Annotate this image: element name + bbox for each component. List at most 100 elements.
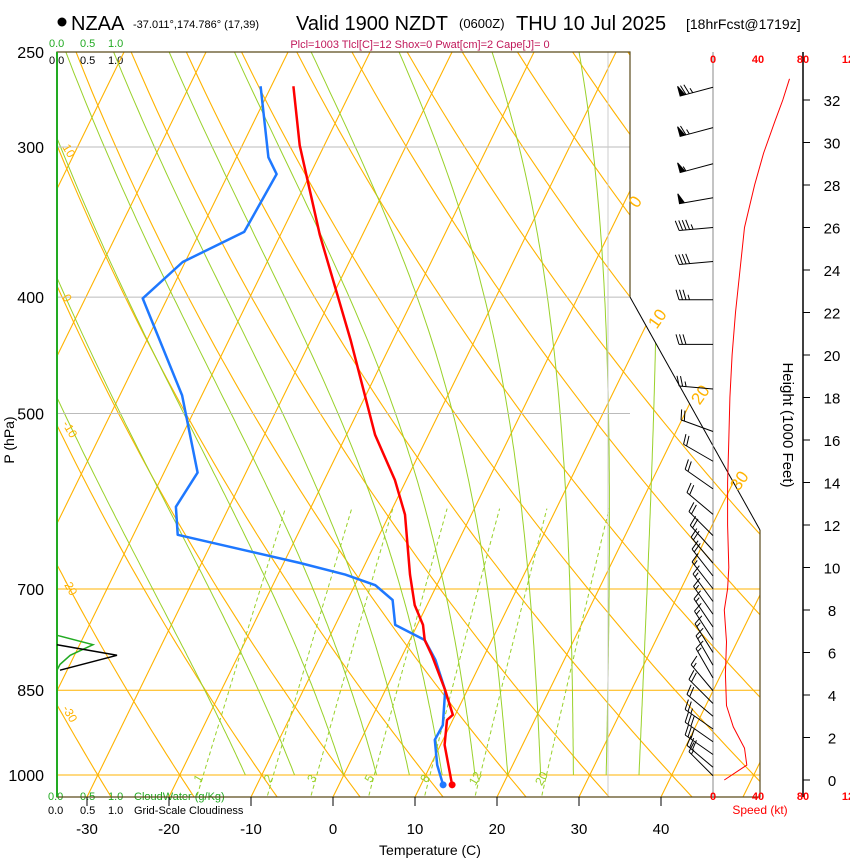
mixing-ratio-line [474, 508, 548, 796]
speed-tick-label: 40 [752, 54, 764, 66]
moist-adiabat-line [57, 52, 246, 776]
height-tick-label: 28 [824, 178, 841, 195]
isotherm-line [656, 52, 760, 797]
mixing-ratio-line [267, 508, 353, 796]
moist-adiabat-line [574, 52, 610, 775]
wind-barb [688, 670, 714, 704]
height-axis-title: Height (1000 Feet) [779, 362, 796, 487]
speed-axis-title: Speed (kt) [732, 803, 787, 817]
wind-speed-line [723, 78, 790, 781]
wind-barb [686, 482, 714, 515]
wind-panel [674, 78, 790, 781]
dry-adiabat-line [57, 52, 451, 797]
stability-indices: Plcl=1003 Tlcl[C]=12 Shox=0 Pwat[cm]=2 C… [290, 39, 549, 51]
moist-adiabat-line [300, 52, 509, 776]
dry-adiabat-line [121, 52, 618, 797]
height-tick-label: 18 [824, 391, 841, 408]
theta-label: 0 [59, 292, 75, 305]
inner-plot [57, 52, 630, 797]
mixing-ratio-line [196, 508, 286, 796]
wind-barb [684, 699, 714, 730]
isotherm-line [57, 52, 136, 797]
dry-adiabat-line [57, 52, 117, 797]
utc-time: (0600Z) [459, 16, 505, 31]
height-tick-label: 24 [824, 263, 841, 280]
isotherm-label: 30 [726, 468, 752, 494]
surface-dewpoint-marker [439, 781, 447, 789]
station-coords: -37.011°,174.786° (17,39) [133, 19, 259, 31]
isotherm-line [82, 52, 464, 797]
wind-barb [694, 615, 714, 653]
wind-barb [677, 84, 714, 97]
profiles [56, 86, 456, 789]
temp-tick-label: -20 [158, 821, 180, 838]
height-tick-label: 30 [824, 136, 841, 153]
pressure-tick-label: 300 [17, 140, 44, 157]
dry-adiabat-line [667, 52, 760, 797]
dry-adiabat-line [285, 52, 760, 797]
temperature-line [292, 86, 455, 786]
wind-barb [693, 590, 714, 628]
cloudiness-tick: 0.0 [48, 805, 63, 817]
wind-barb [674, 253, 714, 265]
dry-adiabat-line [612, 52, 760, 797]
dry-adiabat-line [57, 52, 367, 797]
moist-adiabat-line [224, 52, 476, 776]
isotherm-label: 20 [687, 382, 713, 408]
dry-adiabat-line [57, 52, 284, 797]
cloudiness-tick: 0.5 [80, 55, 95, 67]
wind-barb [676, 375, 714, 390]
wind-panel-boundary [629, 296, 761, 531]
mixing-ratio-line [368, 508, 448, 796]
theta-label: -30 [59, 703, 80, 725]
height-tick-label: 2 [828, 731, 836, 748]
pressure-tick-label: 400 [17, 290, 44, 307]
temp-tick-label: -10 [240, 821, 262, 838]
height-tick-label: 0 [828, 773, 836, 790]
speed-tick-label: 80 [797, 54, 809, 66]
temp-tick-label: -30 [76, 821, 98, 838]
cloudwater-tick: 0.0 [48, 791, 63, 803]
dewpoint-line [141, 86, 447, 786]
height-tick-label: 16 [824, 433, 841, 450]
speed-tick-label: 80 [797, 791, 809, 803]
wind-barb [689, 516, 714, 551]
height-tick-label: 10 [824, 561, 841, 578]
wind-barb [695, 640, 714, 679]
pressure-tick-label: 850 [17, 683, 44, 700]
dry-adiabat-line [394, 52, 760, 797]
speed-tick-label: 12 [842, 54, 850, 66]
mixing-ratio-label: 12 [466, 769, 485, 788]
isotherm-label: 0 [625, 193, 646, 212]
isotherm-line [164, 52, 546, 797]
cloudiness-tick: 0.5 [80, 805, 95, 817]
speed-tick-label: 0 [710, 791, 716, 803]
height-tick-label: 26 [824, 221, 841, 238]
height-tick-label: 20 [824, 348, 841, 365]
isotherm-line [492, 52, 760, 797]
isotherm-line [574, 52, 760, 797]
station-dot-icon [57, 17, 67, 27]
height-tick-label: 14 [824, 476, 841, 493]
pressure-tick-label: 1000 [8, 768, 44, 785]
wind-barb [680, 409, 714, 432]
theta-label: 10 [59, 142, 78, 161]
cloudwater-line [56, 634, 96, 671]
cloudwater-tick: 0.0 [49, 38, 64, 50]
cloudiness-line [56, 643, 118, 671]
wind-barb [686, 735, 714, 768]
temp-tick-label: 0 [329, 821, 337, 838]
cloudwater-scale-bottom: 0.0 0.5 1.0 CloudWater (g/Kg) 0.0 0.5 1.… [48, 791, 244, 817]
forecast-info: [18hrFcst@1719z] [686, 16, 801, 32]
dry-adiabat-line [448, 52, 760, 797]
wind-barb [677, 193, 714, 205]
x-axis-title: Temperature (C) [379, 842, 481, 858]
dry-adiabat-line [57, 52, 201, 797]
pressure-tick-label: 250 [17, 45, 44, 62]
temp-tick-label: 20 [489, 821, 506, 838]
wind-barb [688, 502, 714, 536]
height-tick-label: 22 [824, 306, 841, 323]
wind-barb [684, 712, 714, 743]
moist-adiabat-line [57, 52, 378, 776]
